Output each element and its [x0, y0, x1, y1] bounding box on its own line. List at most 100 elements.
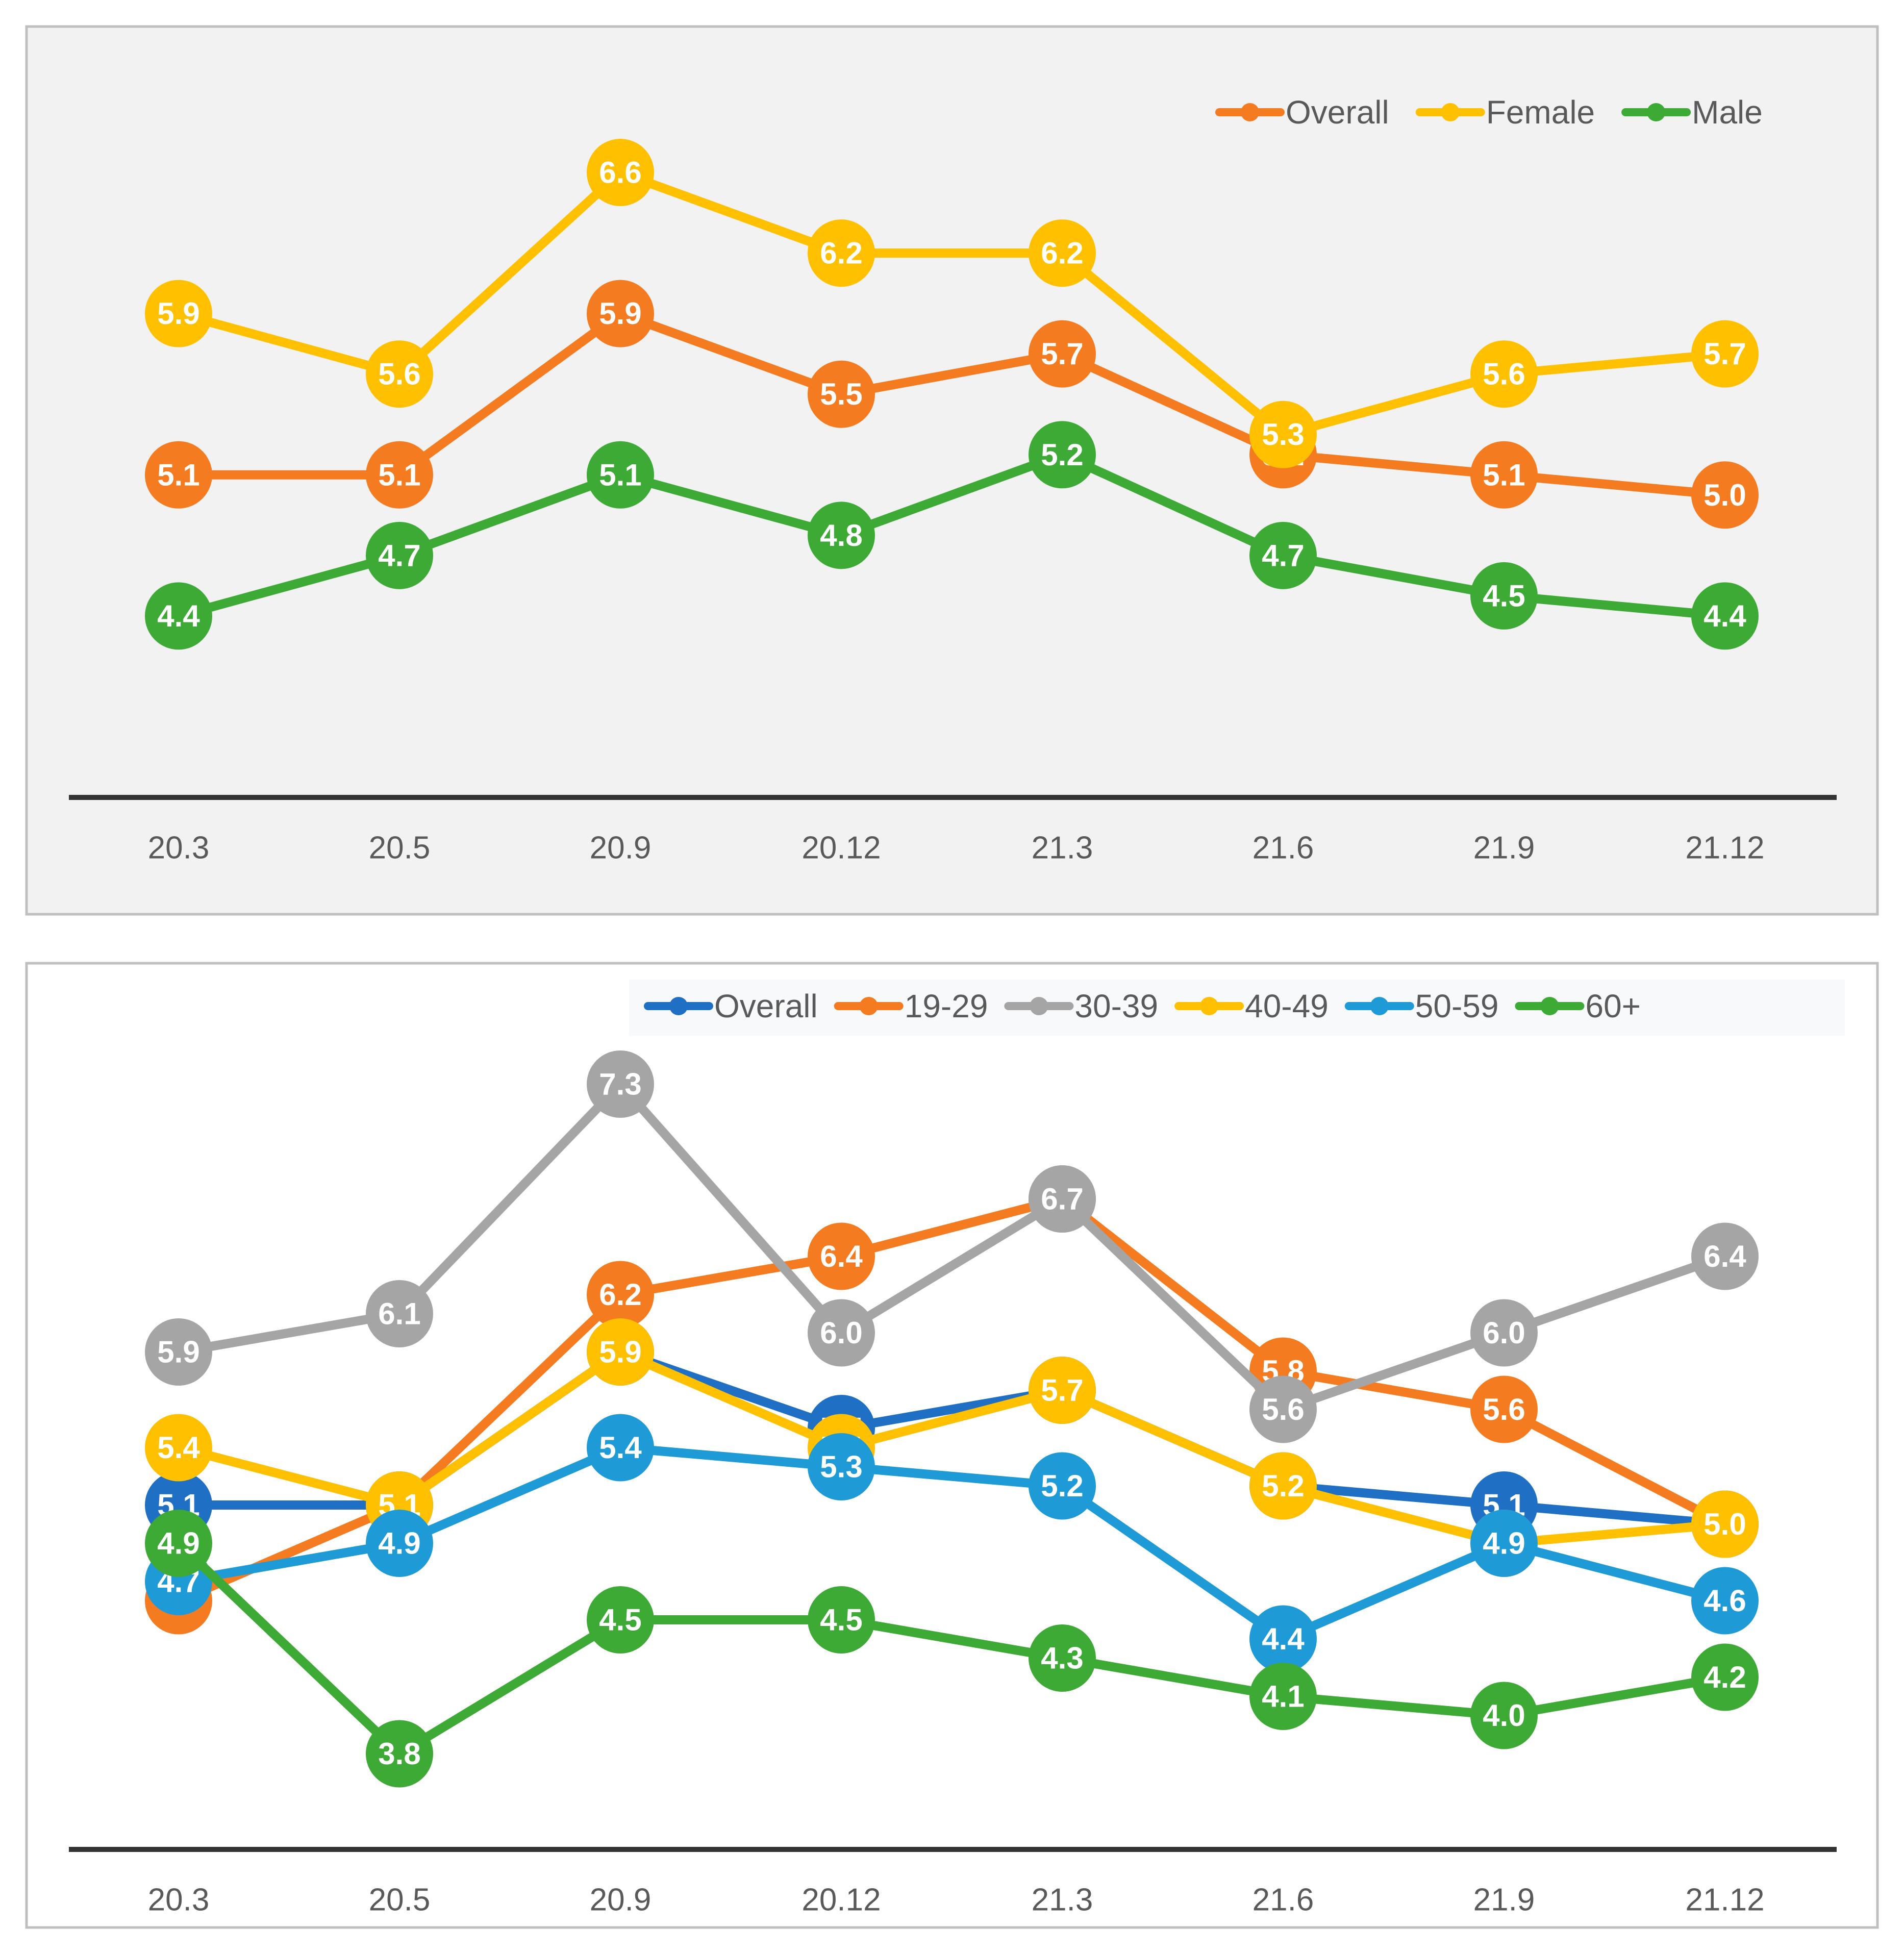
age-point-50-59 [1470, 1510, 1538, 1577]
age-data-label-50-59: 4.9 [1483, 1526, 1525, 1561]
gender-point-male [1029, 421, 1096, 489]
gender-point-overall [145, 441, 212, 509]
age-tick-label: 20.3 [148, 1882, 210, 1917]
age-data-label-50-59: 4.4 [1262, 1622, 1305, 1656]
gender-point-male [1691, 582, 1759, 650]
age-data-label-40-49: 5.7 [1041, 1373, 1083, 1408]
age-point-60 [1691, 1643, 1759, 1711]
age-line-30-39 [174, 1080, 1730, 1414]
age-legend-marker [1200, 997, 1219, 1015]
gender-series-male: 4.4 4.7 5.1 4.8 5.2 4.7 4.5 4.4 [145, 421, 1759, 650]
age-legend-marker [859, 997, 878, 1015]
age-point-60 [145, 1510, 212, 1577]
age-data-label-60: 4.5 [599, 1603, 641, 1637]
gender-tick-label: 20.3 [148, 830, 210, 865]
age-legend-marker [1030, 997, 1048, 1015]
gender-point-overall [1029, 320, 1096, 388]
gender-data-label-overall: 5.1 [378, 458, 420, 492]
gender-data-label-overall: 5.9 [599, 296, 641, 331]
gender-data-label-male: 4.7 [1262, 538, 1304, 572]
gender-data-label-overall: 5.0 [1703, 478, 1746, 512]
gender-point-overall [366, 441, 433, 509]
age-legend-label: Overall [714, 988, 818, 1024]
age-point-40-49 [1029, 1357, 1096, 1424]
gender-tick-label: 21.9 [1473, 830, 1535, 865]
gender-point-female [1249, 400, 1317, 468]
gender-data-label-female: 5.6 [378, 357, 420, 391]
age-data-label-40-49: 5.0 [1703, 1507, 1746, 1541]
age-point-60 [1470, 1682, 1538, 1749]
age-data-label-40-49: 5.9 [599, 1335, 641, 1369]
age-data-label-50-59: 5.3 [820, 1450, 862, 1484]
age-data-label-60: 4.2 [1703, 1660, 1746, 1694]
gender-legend-label: Female [1486, 94, 1595, 131]
gender-legend-label: Overall [1286, 94, 1389, 131]
gender-point-overall [587, 280, 654, 347]
chart-age-frame [25, 962, 1879, 1929]
age-point-30-39 [808, 1299, 875, 1367]
age-point-30-39 [587, 1050, 654, 1118]
age-legend-item-50-59: 50-59 [1344, 988, 1499, 1024]
age-data-label-30-39: 6.0 [1483, 1316, 1525, 1350]
age-data-label-60: 3.8 [378, 1737, 420, 1771]
gender-point-male [145, 582, 212, 650]
gender-legend-label: Male [1692, 94, 1763, 131]
gender-tick-label: 21.12 [1685, 830, 1764, 865]
age-line-19-29 [174, 1194, 1730, 1606]
age-point-19-29 [587, 1261, 654, 1329]
gender-data-label-male: 4.8 [820, 518, 862, 553]
age-line-40-49 [174, 1347, 1730, 1548]
age-data-label-30-39: 7.3 [599, 1067, 641, 1101]
gender-data-label-male: 4.4 [1703, 599, 1746, 633]
gender-data-label-female: 5.9 [157, 296, 199, 331]
gender-data-label-male: 5.2 [1041, 438, 1083, 472]
gender-data-label-female: 5.7 [1703, 337, 1746, 371]
gender-data-label-male: 4.5 [1483, 579, 1525, 613]
gender-point-male [366, 521, 433, 589]
age-point-60 [1249, 1663, 1317, 1730]
chart-age-tick-labels: 20.3 20.5 20.9 20.12 21.3 21.6 21.9 21.12 [148, 1882, 1765, 1917]
age-point-40-49 [1691, 1490, 1759, 1558]
age-data-label-60: 4.5 [820, 1603, 862, 1637]
age-line-50-59 [174, 1443, 1730, 1644]
age-point-60 [808, 1586, 875, 1654]
age-legend-label: 60+ [1585, 988, 1641, 1024]
age-point-30-39 [1470, 1299, 1538, 1367]
gender-point-female [1029, 219, 1096, 287]
age-point-50-59 [366, 1510, 433, 1577]
age-data-label-19-29: 6.2 [599, 1277, 641, 1312]
gender-line-overall [174, 309, 1730, 500]
gender-data-label-male: 4.7 [378, 538, 420, 572]
gender-point-female [808, 219, 875, 287]
age-point-60 [587, 1586, 654, 1654]
gender-point-overall [1691, 461, 1759, 529]
gender-tick-label: 20.12 [801, 830, 881, 865]
gender-legend-marker [1441, 103, 1460, 121]
gender-point-female [366, 340, 433, 408]
age-point-50-59 [1691, 1567, 1759, 1635]
gender-point-female [1691, 320, 1759, 388]
age-legend-item-19-29: 19-29 [834, 988, 988, 1024]
gender-point-male [1249, 521, 1317, 589]
age-tick-label: 21.3 [1032, 1882, 1093, 1917]
age-point-30-39 [1691, 1222, 1759, 1290]
chart-age-series: 5.15.15.95.55.75.25.15.04.65.16.26.46.75… [145, 1050, 1759, 1788]
gender-tick-label: 20.9 [590, 830, 652, 865]
age-point-40-49 [145, 1414, 212, 1482]
age-point-19-29 [1470, 1375, 1538, 1443]
gender-legend-item-male: Male [1621, 94, 1763, 131]
age-data-label-50-59: 4.6 [1703, 1584, 1746, 1618]
age-data-label-19-29: 5.6 [1483, 1392, 1525, 1426]
age-point-19-29 [808, 1222, 875, 1290]
age-legend-label: 50-59 [1415, 988, 1499, 1024]
age-data-label-60: 4.3 [1041, 1641, 1083, 1675]
age-data-label-40-49: 5.2 [1262, 1469, 1304, 1503]
age-legend-item-overall: Overall [644, 988, 818, 1024]
chart-gender-tick-labels: 20.3 20.5 20.9 20.12 21.3 21.6 21.9 21.12 [148, 830, 1765, 865]
age-data-label-30-39: 5.9 [157, 1335, 199, 1369]
gender-tick-label: 20.5 [369, 830, 431, 865]
age-point-30-39 [1249, 1375, 1317, 1443]
age-point-60 [1029, 1624, 1096, 1692]
age-data-label-60: 4.9 [157, 1526, 199, 1561]
